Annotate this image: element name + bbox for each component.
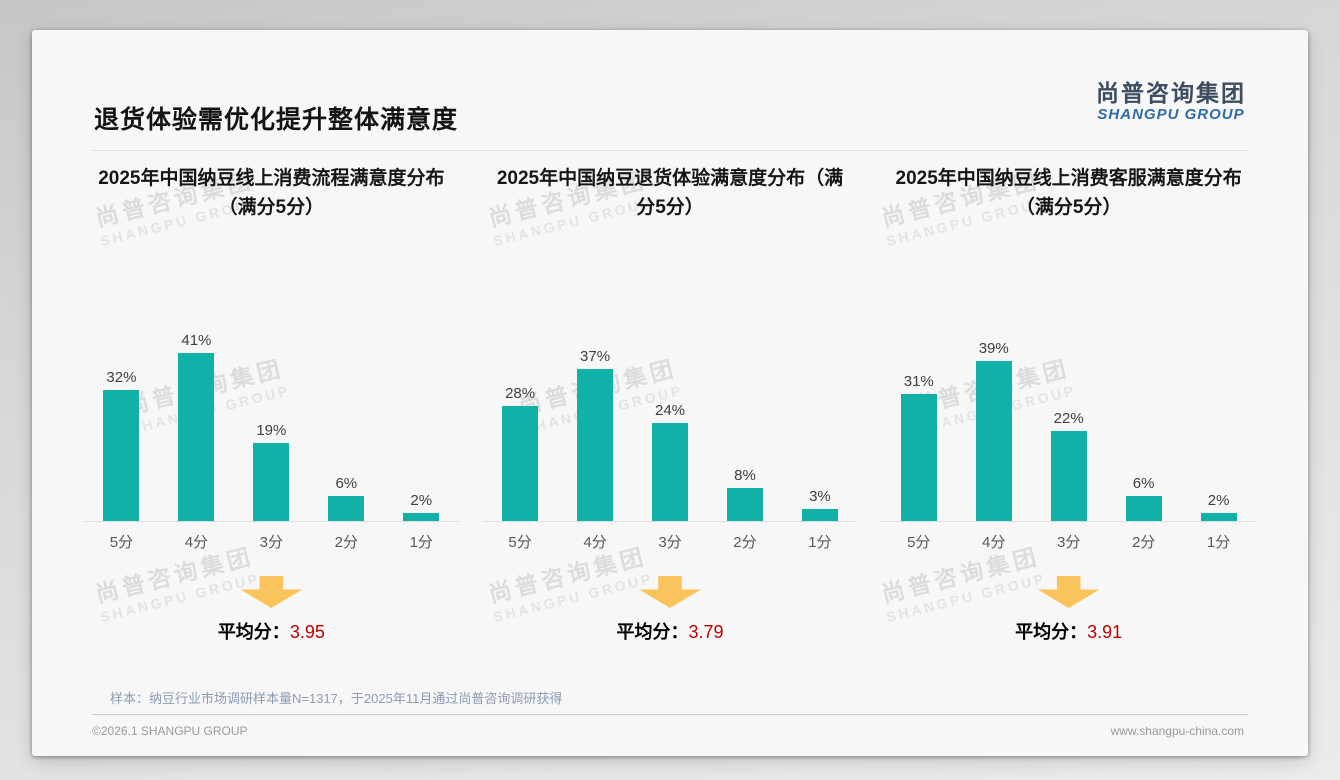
bar-value-label: 39% bbox=[978, 340, 1009, 358]
chart-title: 2025年中国纳豆退货体验满意度分布（满分5分） bbox=[496, 168, 844, 218]
bar bbox=[403, 512, 440, 521]
bar bbox=[900, 393, 937, 521]
average-value: 3.91 bbox=[1087, 622, 1123, 642]
chart-title: 2025年中国纳豆线上消费客服满意度分布（满分5分） bbox=[895, 168, 1242, 218]
category-label: 3分 bbox=[1057, 534, 1081, 551]
bar-value-label: 3% bbox=[809, 487, 831, 505]
bar bbox=[801, 508, 838, 521]
average-value: 3.79 bbox=[688, 622, 724, 642]
bar-group: 39% bbox=[956, 340, 1031, 521]
bar bbox=[502, 406, 539, 521]
bar-value-label: 19% bbox=[256, 422, 287, 440]
category-axis: 5分 4分 3分 2分 1分 bbox=[84, 522, 459, 552]
category-axis: 5分 4分 3分 2分 1分 bbox=[881, 522, 1256, 552]
bar-group: 2% bbox=[384, 492, 459, 521]
average-score: 平均分：3.91 bbox=[1015, 618, 1122, 644]
chart-title: 2025年中国纳豆线上消费流程满意度分布（满分5分） bbox=[98, 168, 445, 218]
category-axis: 5分 4分 3分 2分 1分 bbox=[483, 522, 858, 552]
average-label: 平均分： bbox=[1015, 622, 1088, 642]
category-label: 4分 bbox=[184, 534, 209, 551]
logo-english-text: SHANGPU GROUP bbox=[1097, 106, 1245, 124]
chart-column-process-satisfaction: 2025年中国纳豆线上消费流程满意度分布（满分5分） 32% 41% 19% 6% 2%… bbox=[72, 165, 471, 644]
bar-group: 28% bbox=[483, 385, 558, 521]
bar-group: 8% bbox=[707, 467, 782, 521]
bar bbox=[652, 422, 688, 521]
logo-chinese-text: 尚普咨询集团 bbox=[1096, 80, 1246, 106]
chart-column-return-satisfaction: 2025年中国纳豆退货体验满意度分布（满分5分） 28% 37% 24% 8% 3% 5… bbox=[471, 165, 870, 644]
bar bbox=[1200, 512, 1237, 521]
category-label: 5分 bbox=[907, 534, 931, 551]
category-label: 5分 bbox=[508, 534, 532, 551]
bar-value-label: 28% bbox=[505, 385, 536, 403]
bar-value-label: 8% bbox=[734, 467, 756, 485]
bar-value-label: 37% bbox=[580, 348, 611, 366]
bar bbox=[328, 496, 365, 521]
category-label: 4分 bbox=[982, 534, 1006, 551]
website-url: www.shangpu-china.com bbox=[1110, 724, 1244, 738]
bar-chart: 28% 37% 24% 8% 3% bbox=[482, 241, 858, 522]
down-arrow-icon bbox=[1037, 576, 1100, 608]
category-label: 1分 bbox=[808, 534, 832, 551]
down-arrow-icon bbox=[240, 576, 303, 608]
bar-group: 19% bbox=[234, 422, 309, 521]
bar bbox=[577, 369, 614, 521]
header: 退货体验需优化提升整体满意度 尚普咨询集团 SHANGPU GROUP bbox=[92, 58, 1248, 151]
bar bbox=[253, 443, 290, 521]
company-logo: 尚普咨询集团 SHANGPU GROUP bbox=[1096, 80, 1246, 124]
bar-value-label: 32% bbox=[106, 368, 137, 386]
bar-group: 37% bbox=[558, 348, 633, 521]
bar-group: 6% bbox=[1106, 475, 1181, 521]
average-score: 平均分：3.95 bbox=[218, 618, 325, 644]
down-arrow-icon bbox=[639, 576, 701, 608]
category-label: 4分 bbox=[583, 534, 607, 551]
average-value: 3.95 bbox=[289, 622, 325, 642]
average-label: 平均分： bbox=[217, 622, 290, 642]
category-label: 1分 bbox=[1206, 534, 1231, 551]
bar bbox=[975, 361, 1012, 521]
average-label: 平均分： bbox=[616, 622, 689, 642]
bar bbox=[726, 488, 763, 521]
bar-chart: 31% 39% 22% 6% 2% bbox=[881, 241, 1257, 522]
bar-group: 3% bbox=[782, 488, 857, 521]
bar-value-label: 41% bbox=[181, 331, 212, 349]
charts-row: 2025年中国纳豆线上消费流程满意度分布（满分5分） 32% 41% 19% 6% 2%… bbox=[72, 165, 1268, 644]
category-label: 2分 bbox=[1131, 534, 1156, 551]
bar-chart: 32% 41% 19% 6% 2% bbox=[83, 241, 459, 522]
bar-group: 22% bbox=[1031, 410, 1106, 521]
bar bbox=[178, 352, 215, 521]
footer-divider bbox=[92, 714, 1248, 715]
bar-group: 24% bbox=[633, 402, 708, 521]
bar-value-label: 6% bbox=[1132, 475, 1155, 493]
bar bbox=[103, 389, 140, 521]
category-label: 2分 bbox=[334, 534, 358, 551]
category-label: 3分 bbox=[658, 534, 682, 551]
chart-column-service-satisfaction: 2025年中国纳豆线上消费客服满意度分布（满分5分） 31% 39% 22% 6% 2%… bbox=[869, 165, 1268, 644]
category-label: 3分 bbox=[259, 534, 283, 551]
page-title: 退货体验需优化提升整体满意度 bbox=[94, 106, 459, 134]
bar-group: 41% bbox=[159, 332, 234, 521]
bar-value-label: 6% bbox=[335, 475, 358, 493]
bar-value-label: 31% bbox=[903, 372, 934, 390]
category-label: 2分 bbox=[733, 534, 757, 551]
bar-group: 32% bbox=[84, 369, 159, 521]
bar-group: 6% bbox=[309, 475, 384, 521]
slide-card: 尚普咨询集团 SHANGPU GROUP 尚普咨询集团 SHANGPU GROUP 尚普… bbox=[32, 30, 1308, 756]
bar-value-label: 2% bbox=[1207, 491, 1230, 509]
copyright-text: ©2026.1 SHANGPU GROUP bbox=[92, 724, 248, 738]
bar-value-label: 24% bbox=[654, 401, 686, 419]
bar-group: 2% bbox=[1181, 492, 1256, 521]
bar-group: 31% bbox=[881, 373, 956, 521]
bar bbox=[1125, 496, 1162, 521]
bar-value-label: 2% bbox=[410, 491, 433, 509]
bar-value-label: 22% bbox=[1053, 409, 1084, 427]
category-label: 5分 bbox=[109, 534, 134, 551]
sample-note: 样本：纳豆行业市场调研样本量N=1317，于2025年11月通过尚普咨询调研获得 bbox=[110, 691, 563, 706]
category-label: 1分 bbox=[409, 534, 433, 551]
bar bbox=[1050, 430, 1087, 521]
average-score: 平均分：3.79 bbox=[616, 618, 723, 644]
